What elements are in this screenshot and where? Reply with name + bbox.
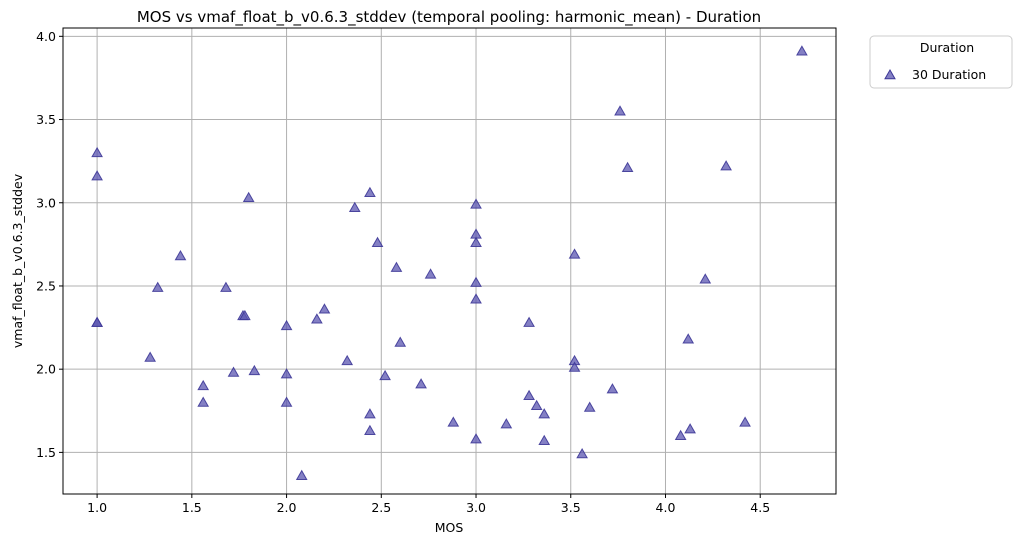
data-point	[674, 429, 687, 440]
data-point	[295, 469, 308, 480]
data-point	[606, 383, 619, 394]
y-axis-label: vmaf_float_b_v0.6.3_stddev	[10, 173, 25, 348]
x-tick-label: 2.0	[277, 500, 297, 515]
data-point	[227, 366, 240, 377]
data-point	[91, 170, 103, 181]
data-point	[415, 378, 427, 389]
data-point	[470, 276, 482, 287]
x-tick-label: 4.0	[656, 500, 676, 515]
data-point	[470, 433, 482, 444]
data-point	[583, 401, 596, 412]
data-point	[447, 416, 460, 427]
data-point	[796, 45, 808, 56]
y-tick-label: 3.0	[36, 195, 56, 210]
data-point	[348, 201, 361, 212]
legend-marker-triangle	[884, 68, 896, 80]
data-point	[682, 333, 695, 344]
data-point	[720, 160, 732, 171]
data-point	[91, 316, 103, 327]
data-point	[311, 313, 323, 324]
data-point	[739, 416, 751, 427]
chart-title: MOS vs vmaf_float_b_v0.6.3_stddev (tempo…	[137, 8, 761, 27]
legend-box	[869, 35, 1013, 89]
data-point	[500, 418, 513, 429]
grid-lines	[63, 28, 836, 494]
data-point	[470, 293, 482, 304]
data-point	[364, 408, 376, 419]
data-point	[394, 336, 407, 347]
data-point	[568, 248, 581, 259]
data-point	[621, 161, 634, 173]
data-point	[197, 379, 210, 391]
data-point	[523, 316, 535, 327]
data-point	[280, 368, 293, 379]
data-point	[538, 434, 551, 445]
data-points	[91, 45, 808, 480]
data-point	[318, 303, 331, 314]
data-point	[280, 319, 293, 331]
x-tick-label: 3.0	[466, 500, 486, 515]
data-point	[390, 261, 403, 272]
x-tick-label: 4.5	[750, 500, 770, 515]
x-tick-label: 2.5	[371, 500, 391, 515]
data-point	[470, 198, 482, 209]
data-point	[379, 369, 391, 381]
y-tick-label: 2.0	[36, 362, 56, 377]
x-tick-label: 1.0	[87, 500, 107, 515]
y-tick-label: 1.5	[36, 445, 56, 460]
legend: Duration 30 Duration	[869, 35, 1013, 89]
legend-title: Duration	[920, 40, 974, 55]
data-point	[248, 364, 261, 376]
x-tick-label: 3.5	[561, 500, 581, 515]
data-point	[523, 389, 535, 401]
y-axis-ticks: 1.5 2.0 2.5 3.0 3.5 4.0	[36, 29, 63, 460]
x-axis-label: MOS	[435, 520, 464, 535]
data-point	[371, 236, 384, 247]
data-point	[280, 396, 293, 407]
x-tick-label: 1.5	[182, 500, 202, 515]
data-point	[364, 186, 376, 198]
legend-label: 30 Duration	[912, 67, 986, 82]
data-point	[242, 191, 255, 203]
y-tick-label: 4.0	[36, 29, 56, 44]
data-point	[424, 268, 437, 279]
data-point	[684, 423, 696, 434]
data-point	[470, 236, 482, 247]
data-point	[364, 424, 376, 436]
data-point	[538, 408, 551, 419]
y-tick-label: 3.5	[36, 112, 56, 127]
data-point	[197, 396, 210, 407]
plot-frame	[62, 27, 837, 495]
data-point	[220, 281, 232, 292]
data-point	[530, 399, 543, 411]
data-point	[341, 354, 354, 366]
data-point	[614, 105, 626, 116]
data-point	[568, 361, 581, 372]
data-point	[91, 146, 103, 158]
data-point	[239, 309, 251, 321]
x-axis-ticks: 1.0 1.5 2.0 2.5 3.0 3.5 4.0 4.5	[87, 494, 770, 515]
data-point	[576, 448, 588, 459]
data-point	[151, 281, 164, 292]
data-point	[174, 249, 187, 261]
y-tick-label: 2.5	[36, 278, 56, 293]
data-point	[699, 273, 712, 284]
data-point	[144, 351, 157, 362]
